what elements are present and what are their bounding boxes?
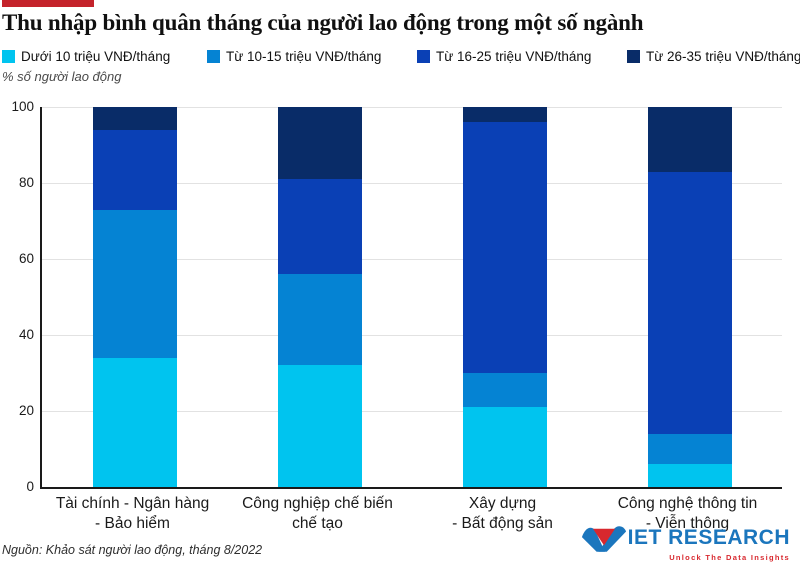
bar-1-segment-2 (277, 179, 362, 275)
legend-label: Từ 26-35 triệu VNĐ/tháng (646, 49, 800, 64)
y-axis-unit-label: % số người lao động (2, 69, 122, 84)
y-tick-0: 0 (26, 479, 34, 494)
bar-2-segment-0 (462, 407, 547, 487)
x-label-0: Tài chính - Ngân hàng - Bảo hiểm (55, 495, 210, 532)
gridline-80 (42, 183, 782, 184)
bar-1-segment-0 (277, 365, 362, 487)
bar-1-segment-1 (277, 274, 362, 366)
y-tick-100: 100 (11, 99, 34, 114)
bar-2-segment-1 (462, 373, 547, 408)
bar-column-2 (462, 107, 547, 487)
bar-3-segment-2 (647, 171, 732, 434)
source-note: Nguồn: Khảo sát người lao động, tháng 8/… (2, 543, 263, 557)
y-tick-40: 40 (18, 327, 34, 342)
brand-logo-row: IET RESEARCH (581, 523, 790, 553)
bar-0-segment-3 (92, 107, 177, 130)
gridline-60 (42, 259, 782, 260)
legend-item-3: Từ 26-35 triệu VNĐ/tháng (627, 49, 800, 64)
bar-column-0 (92, 107, 177, 487)
plot-area (40, 107, 782, 489)
legend-swatch-icon (207, 50, 220, 63)
y-tick-60: 60 (18, 251, 34, 266)
y-axis-ticks: 0 20 40 60 80 100 (0, 99, 34, 494)
brand-tagline: Unlock The Data Insights (669, 553, 790, 562)
bar-column-1 (277, 107, 362, 487)
legend-swatch-icon (417, 50, 430, 63)
y-tick-80: 80 (18, 175, 34, 190)
bar-2-segment-3 (462, 107, 547, 123)
viet-research-v-icon (581, 526, 626, 552)
legend-label: Từ 16-25 triệu VNĐ/tháng (436, 49, 592, 64)
title-accent-bar (2, 0, 94, 7)
bar-2-segment-2 (462, 122, 547, 374)
bar-0-segment-2 (92, 129, 177, 210)
x-label-1: Công nghiệp chế biến chế tạo (242, 495, 393, 532)
legend-item-1: Từ 10-15 triệu VNĐ/tháng (207, 49, 381, 64)
page-title: Thu nhập bình quân tháng của người lao đ… (2, 10, 644, 35)
bar-0-segment-1 (92, 209, 177, 358)
legend-swatch-icon (627, 50, 640, 63)
gridline-40 (42, 335, 782, 336)
bar-3-segment-1 (647, 433, 732, 465)
brand-name: IET RESEARCH (627, 526, 790, 549)
x-axis-labels: Tài chính - Ngân hàng - Bảo hiểm Công nghi… (40, 494, 780, 534)
bar-0-segment-0 (92, 357, 177, 487)
legend-item-0: Dưới 10 triệu VNĐ/tháng (2, 49, 170, 64)
brand-logo: IET RESEARCH Unlock The Data Insights (581, 523, 790, 562)
x-label-2: Xây dựng - Bất động sản (452, 495, 553, 532)
bar-1-segment-3 (277, 107, 362, 180)
legend: Dưới 10 triệu VNĐ/tháng Từ 10-15 triệu VN… (0, 49, 800, 67)
gridline-100 (42, 107, 782, 108)
legend-swatch-icon (2, 50, 15, 63)
bar-column-3 (647, 107, 732, 487)
legend-label: Từ 10-15 triệu VNĐ/tháng (226, 49, 382, 64)
legend-item-2: Từ 16-25 triệu VNĐ/tháng (417, 49, 591, 64)
bar-3-segment-3 (647, 107, 732, 172)
x-label-3: Công nghệ thông tin - Viễn thông (617, 495, 758, 532)
bar-3-segment-0 (647, 464, 732, 487)
gridline-20 (42, 411, 782, 412)
legend-label: Dưới 10 triệu VNĐ/tháng (21, 49, 171, 64)
y-tick-20: 20 (18, 403, 34, 418)
